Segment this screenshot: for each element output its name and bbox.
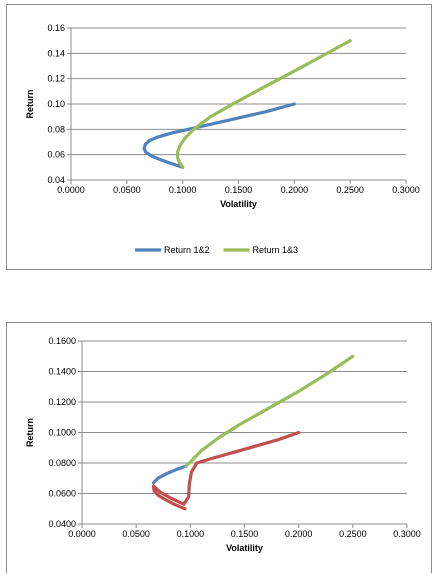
x-axis-title: Volatility xyxy=(220,199,257,209)
x-tick-label: 0.3000 xyxy=(393,529,421,539)
y-axis-title: Return xyxy=(25,418,35,447)
x-tick-label: 0.0500 xyxy=(113,185,141,195)
y-tick-label: 0.1600 xyxy=(48,336,76,346)
legend-label-2: Return 1&3 xyxy=(253,245,299,255)
x-tick-label: 0.3000 xyxy=(392,185,420,195)
y-tick-label: 0.0400 xyxy=(48,519,76,529)
chart-1-panel: 0.04 0.06 0.08 0.10 0.12 0.14 0.16 0.0000 0.0500… xyxy=(6,4,432,270)
y-tick-label: 0.10 xyxy=(47,99,65,109)
legend-label-1: Return 1&2 xyxy=(164,245,210,255)
y-tick-label: 0.16 xyxy=(47,23,65,33)
x-tick-label: 0.1500 xyxy=(231,529,259,539)
x-tick-label: 0.2500 xyxy=(339,529,367,539)
y-tick-label: 0.14 xyxy=(47,48,65,58)
x-tick-label: 0.1000 xyxy=(177,529,205,539)
y-tick-label: 0.0800 xyxy=(48,458,76,468)
y-tick-label: 0.12 xyxy=(47,74,65,84)
x-axis-title: Volatility xyxy=(226,543,263,553)
y-tick-label: 0.1000 xyxy=(48,428,76,438)
x-tick-label: 0.2000 xyxy=(281,185,309,195)
y-tick-label: 0.08 xyxy=(47,124,65,134)
x-tick-label: 0.1000 xyxy=(169,185,197,195)
series-line-1 xyxy=(142,102,296,169)
y-axis-title: Return xyxy=(25,90,35,119)
y-tick-label: 0.0600 xyxy=(48,489,76,499)
x-tick-label: 0.0000 xyxy=(57,185,85,195)
series-line-3 xyxy=(151,430,301,511)
series-line-2 xyxy=(184,354,355,468)
x-tick-label: 0.0500 xyxy=(122,529,150,539)
y-tick-label: 0.1400 xyxy=(48,367,76,377)
y-tick-label: 0.06 xyxy=(47,150,65,160)
chart-2: 0.0400 0.0600 0.0800 0.1000 0.1200 0.1400 0.16… xyxy=(25,336,421,553)
y-tick-label: 0.04 xyxy=(47,175,65,185)
chart-2-panel: 0.0400 0.0600 0.0800 0.1000 0.1200 0.1400 0.16… xyxy=(6,322,432,573)
x-tick-label: 0.2000 xyxy=(285,529,313,539)
chart-1: 0.04 0.06 0.08 0.10 0.12 0.14 0.16 0.0000 0.0500… xyxy=(25,23,420,255)
y-tick-label: 0.1200 xyxy=(48,397,76,407)
x-tick-label: 0.2500 xyxy=(336,185,364,195)
series-line-2 xyxy=(176,39,352,169)
series-line-1 xyxy=(151,464,188,485)
x-tick-label: 0.1500 xyxy=(225,185,253,195)
x-tick-label: 0.0000 xyxy=(68,529,96,539)
